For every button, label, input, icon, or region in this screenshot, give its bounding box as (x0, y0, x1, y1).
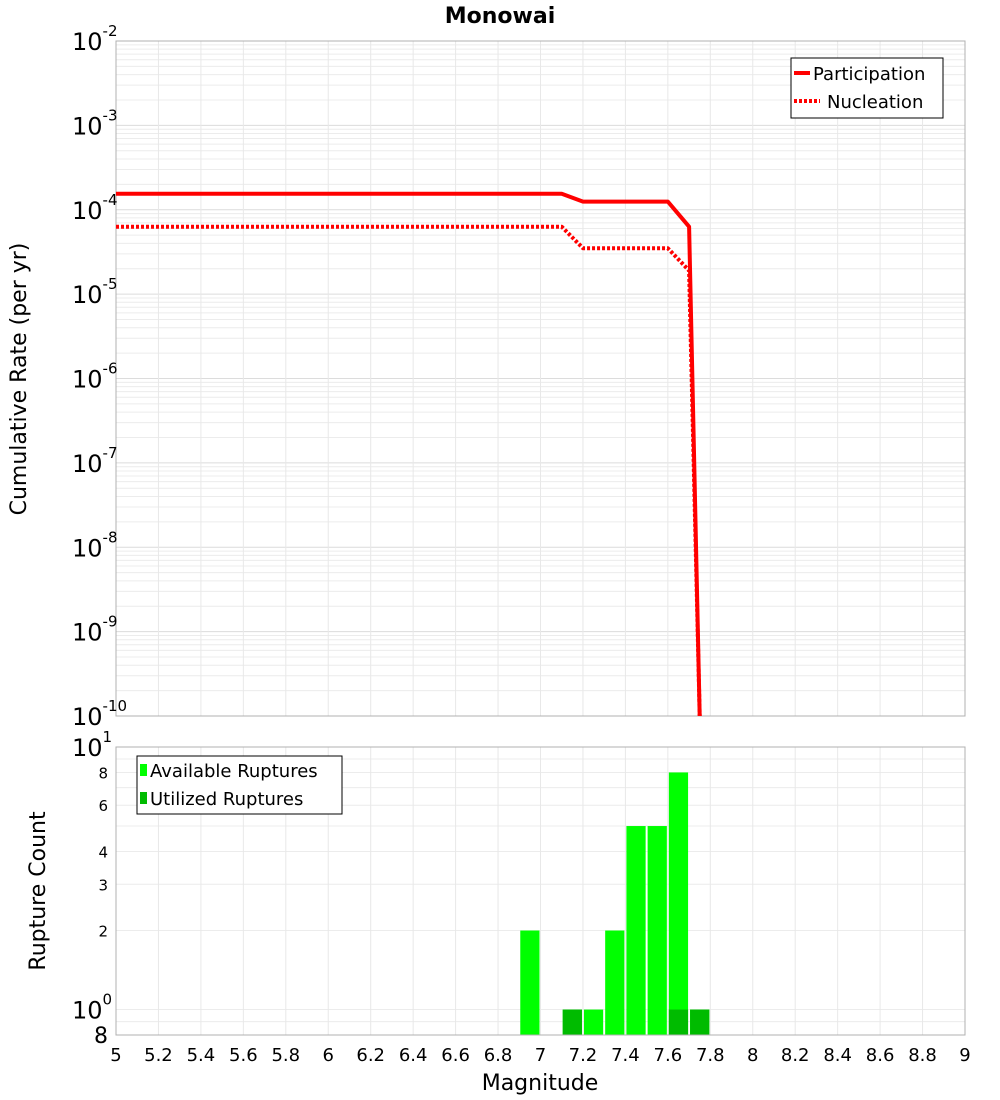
legend-available-swatch (140, 764, 147, 776)
rupture-plot-y-tick-label: 6 (98, 797, 108, 815)
rupture-plot-y-tick-label: 4 (98, 843, 108, 861)
utilized-rupture-bar (562, 1009, 582, 1035)
x-tick-label: 8.2 (781, 1045, 810, 1066)
rate-plot-y-tick-label: 10-3 (72, 106, 118, 140)
x-tick-label: 5.4 (187, 1045, 216, 1066)
rupture-plot-legend-box (136, 755, 343, 815)
x-tick-label: 5.6 (229, 1045, 258, 1066)
x-tick-label: 8 (747, 1045, 758, 1066)
x-tick-label: 7.6 (654, 1045, 683, 1066)
rupture-plot-y-tick-label-bottom: 8 (94, 1024, 108, 1049)
rupture-plot-frame (115, 746, 966, 1036)
rate-plot-y-axis-label: Cumulative Rate (per yr) (7, 243, 32, 516)
available-rupture-bar (626, 826, 646, 1035)
utilized-rupture-bar (668, 1009, 689, 1035)
available-rupture-bar (647, 826, 667, 1035)
rate-plot-y-ticks: 10-2 10-3 10-4 10-5 10-6 10-7 10-8 10-9 10-10 (72, 22, 127, 731)
utilized-rupture-bar (690, 1009, 710, 1035)
x-tick-label: 7 (535, 1045, 546, 1066)
rate-plot-y-tick-label: 10-5 (72, 275, 118, 309)
x-tick-label: 6.4 (399, 1045, 428, 1066)
rupture-plot-y-axis-label: Rupture Count (26, 811, 51, 971)
rate-plot-y-tick-label: 10-9 (72, 613, 118, 647)
x-tick-label: 7.8 (696, 1045, 725, 1066)
x-tick-label: 8.6 (866, 1045, 895, 1066)
available-rupture-bar (605, 930, 625, 1035)
x-tick-label: 7.4 (611, 1045, 640, 1066)
available-rupture-bar (583, 1009, 604, 1035)
legend-utilized-swatch (140, 792, 147, 804)
rupture-plot-y-tick-label: 3 (98, 876, 108, 894)
rate-plot-legend-box (790, 57, 944, 119)
legend-nucleation-label: Nucleation (827, 92, 923, 113)
rate-plot-y-tick-label: 10-6 (72, 360, 118, 394)
rupture-plot-y-tick-label-major: 101 (72, 728, 112, 762)
rate-plot-y-tick-label: 10-2 (72, 22, 118, 56)
x-tick-label: 6.6 (441, 1045, 470, 1066)
rupture-plot-bars (520, 772, 710, 1035)
available-rupture-bar (668, 772, 689, 1035)
chart-title: Monowai (445, 4, 556, 29)
rate-plot-y-tick-label: 10-7 (72, 444, 118, 478)
rate-plot-y-tick-label: 10-10 (72, 697, 127, 731)
series-line-nucleation (116, 224, 702, 716)
rupture-plot-y-tick-label: 2 (98, 923, 108, 941)
rupture-plot-grid (115, 746, 966, 1036)
x-tick-label: 5 (110, 1045, 121, 1066)
legend-available-label: Available Ruptures (150, 761, 318, 782)
available-rupture-bar (520, 930, 540, 1035)
rupture-plot-y-tick-label: 8 (98, 764, 108, 782)
rupture-plot-x-ticks: 5 5.2 5.4 5.6 5.8 6 6.2 6.4 6.6 6.8 7 7.2 7.4 7.6 7.8 8… (110, 1045, 970, 1066)
rate-plot-y-tick-label: 10-8 (72, 528, 118, 562)
x-tick-label: 6.2 (356, 1045, 385, 1066)
rate-plot-grid (115, 41, 966, 717)
rate-plot-legend: Participation Nucleation (790, 57, 944, 119)
rate-plot: 10-2 10-3 10-4 10-5 10-6 10-7 10-8 10-9 10-10 Cu… (7, 22, 966, 731)
x-tick-label: 5.8 (271, 1045, 300, 1066)
x-tick-label: 8.8 (908, 1045, 937, 1066)
legend-participation-label: Participation (813, 64, 925, 85)
rupture-plot-legend: Available Ruptures Utilized Ruptures (136, 755, 343, 815)
x-tick-label: 6 (323, 1045, 334, 1066)
x-tick-label: 5.2 (144, 1045, 173, 1066)
x-tick-label: 7.2 (569, 1045, 598, 1066)
series-line-participation (116, 191, 702, 716)
x-tick-label: 6.8 (484, 1045, 513, 1066)
rate-plot-lines (116, 191, 702, 716)
x-tick-label: 9 (959, 1045, 970, 1066)
rate-plot-y-tick-label: 10-4 (72, 191, 118, 225)
x-tick-label: 8.4 (823, 1045, 852, 1066)
rate-plot-frame (115, 40, 966, 717)
rupture-plot-y-tick-label-major: 100 (72, 991, 112, 1025)
legend-utilized-label: Utilized Ruptures (150, 789, 303, 810)
x-axis-label: Magnitude (482, 1071, 599, 1096)
